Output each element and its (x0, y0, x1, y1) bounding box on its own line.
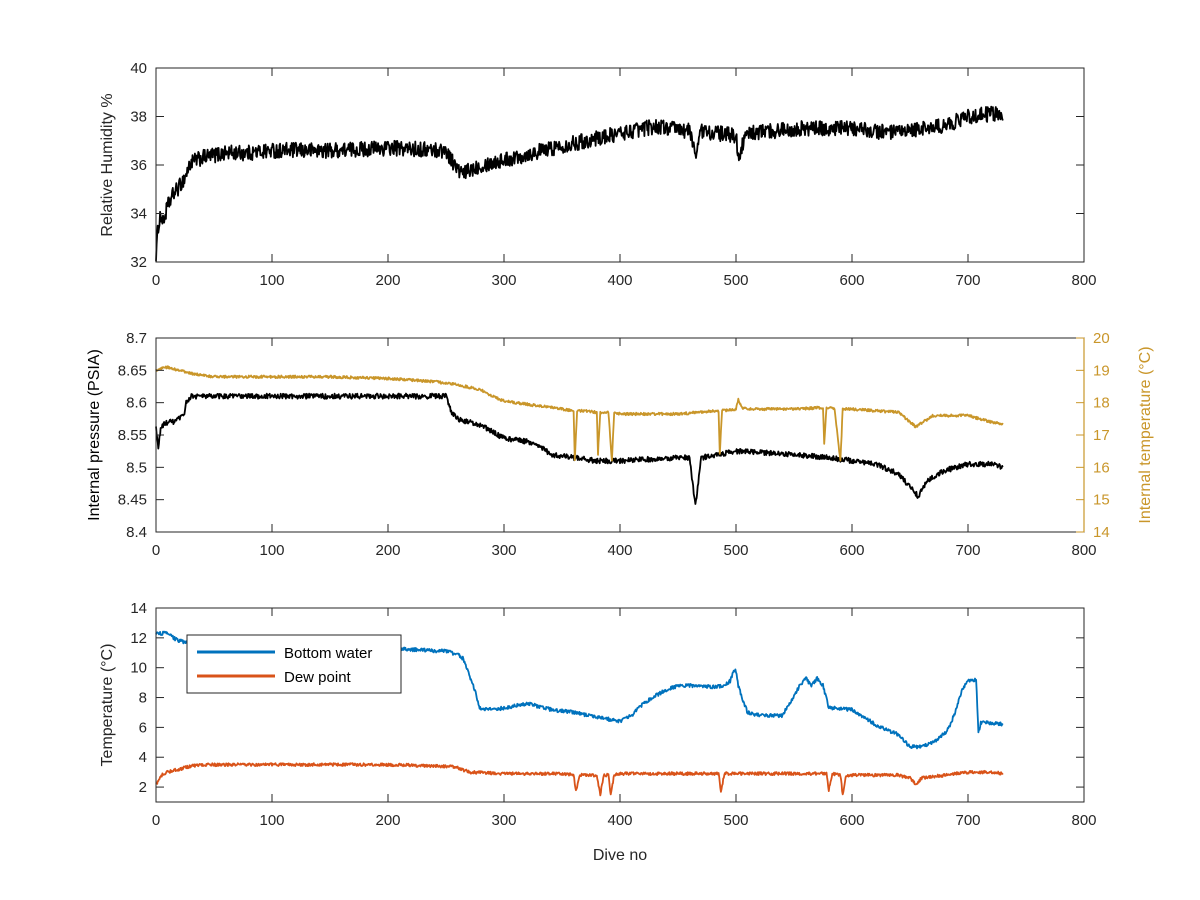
panel-3: 0 100 200 300 400 500 600 700 800 2 4 6 8 10 12 14 Tempe… (99, 600, 1097, 864)
x-tick-label: 500 (723, 812, 748, 829)
y-tick-label: 8.45 (118, 492, 147, 509)
x-tick-label: 600 (839, 542, 864, 559)
x-tick-label: 200 (375, 272, 400, 289)
y-tick-label: 6 (139, 719, 147, 736)
y-tick-label: 36 (130, 157, 147, 174)
x-tick-label: 0 (152, 542, 160, 559)
x-tick-label: 100 (259, 272, 284, 289)
y2-tick-label: 16 (1093, 459, 1110, 476)
legend-box (186, 634, 402, 694)
legend: Bottom water Dew point (186, 634, 402, 694)
x-tick-label: 100 (259, 542, 284, 559)
x-tick-label: 700 (955, 812, 980, 829)
x-tick-label: 700 (955, 272, 980, 289)
y-axis-label: Relative Humidity % (99, 93, 116, 236)
x-tick-label: 0 (152, 812, 160, 829)
panel-1: 0 100 200 300 400 500 600 700 800 32 34 36 38 40 Relat… (99, 60, 1097, 289)
y-tick-label: 12 (130, 630, 147, 647)
y-tick-label: 32 (130, 254, 147, 271)
x-tick-label: 600 (839, 812, 864, 829)
x-tick-label: 600 (839, 272, 864, 289)
series-line-2-1 (155, 392, 1004, 505)
x-tick-label: 300 (491, 542, 516, 559)
y-tick-label: 2 (139, 779, 147, 796)
series-line-2-2 (155, 365, 1004, 462)
x-tick-label: 500 (723, 542, 748, 559)
y2-axis-label: Internal temperature (°C) (1137, 346, 1154, 523)
x-tick-label: 200 (375, 812, 400, 829)
x-tick-label: 100 (259, 812, 284, 829)
x-tick-label: 200 (375, 542, 400, 559)
y-tick-label: 8 (139, 690, 147, 707)
y-axis-label: Temperature (°C) (99, 644, 116, 767)
y-tick-label: 40 (130, 60, 147, 77)
y-tick-label: 8.55 (118, 427, 147, 444)
x-tick-label: 800 (1071, 812, 1096, 829)
y2-tick-label: 20 (1093, 330, 1110, 347)
x-tick-label: 700 (955, 542, 980, 559)
y-tick-label: 8.5 (126, 459, 147, 476)
x-tick-label: 300 (491, 812, 516, 829)
x-tick-label: 400 (607, 272, 632, 289)
y2-tick-label: 17 (1093, 427, 1110, 444)
y2-tick-label: 18 (1093, 395, 1110, 412)
y-tick-label: 8.6 (126, 395, 147, 412)
y-tick-label: 34 (130, 206, 147, 223)
y2-tick-label: 15 (1093, 492, 1110, 509)
y2-tick-label: 14 (1093, 524, 1110, 541)
y-tick-label: 14 (130, 600, 147, 617)
x-axis-label: Dive no (593, 847, 647, 864)
y-tick-label: 4 (139, 749, 147, 766)
y-tick-label: 38 (130, 109, 147, 126)
y-tick-label: 8.7 (126, 330, 147, 347)
y-tick-label: 8.4 (126, 524, 147, 541)
series-line-dew-point (155, 762, 1004, 797)
y2-tick-label: 19 (1093, 362, 1110, 379)
y-axis-label: Internal pressure (PSIA) (86, 349, 103, 521)
panel-2: 0 100 200 300 400 500 600 700 800 8.4 8.45 8.5 8.55 8… (86, 330, 1154, 559)
x-tick-label: 800 (1071, 542, 1096, 559)
x-tick-label: 300 (491, 272, 516, 289)
y-tick-label: 8.65 (118, 362, 147, 379)
legend-label: Bottom water (284, 645, 372, 662)
x-tick-label: 400 (607, 812, 632, 829)
axes-box (155, 67, 1085, 263)
y-tick-label: 10 (130, 660, 147, 677)
x-tick-label: 500 (723, 272, 748, 289)
x-tick-label: 800 (1071, 272, 1096, 289)
series-line-1-1 (155, 105, 1004, 262)
x-tick-label: 0 (152, 272, 160, 289)
x-tick-label: 400 (607, 542, 632, 559)
axes-box (155, 337, 1085, 533)
legend-label: Dew point (284, 669, 352, 686)
